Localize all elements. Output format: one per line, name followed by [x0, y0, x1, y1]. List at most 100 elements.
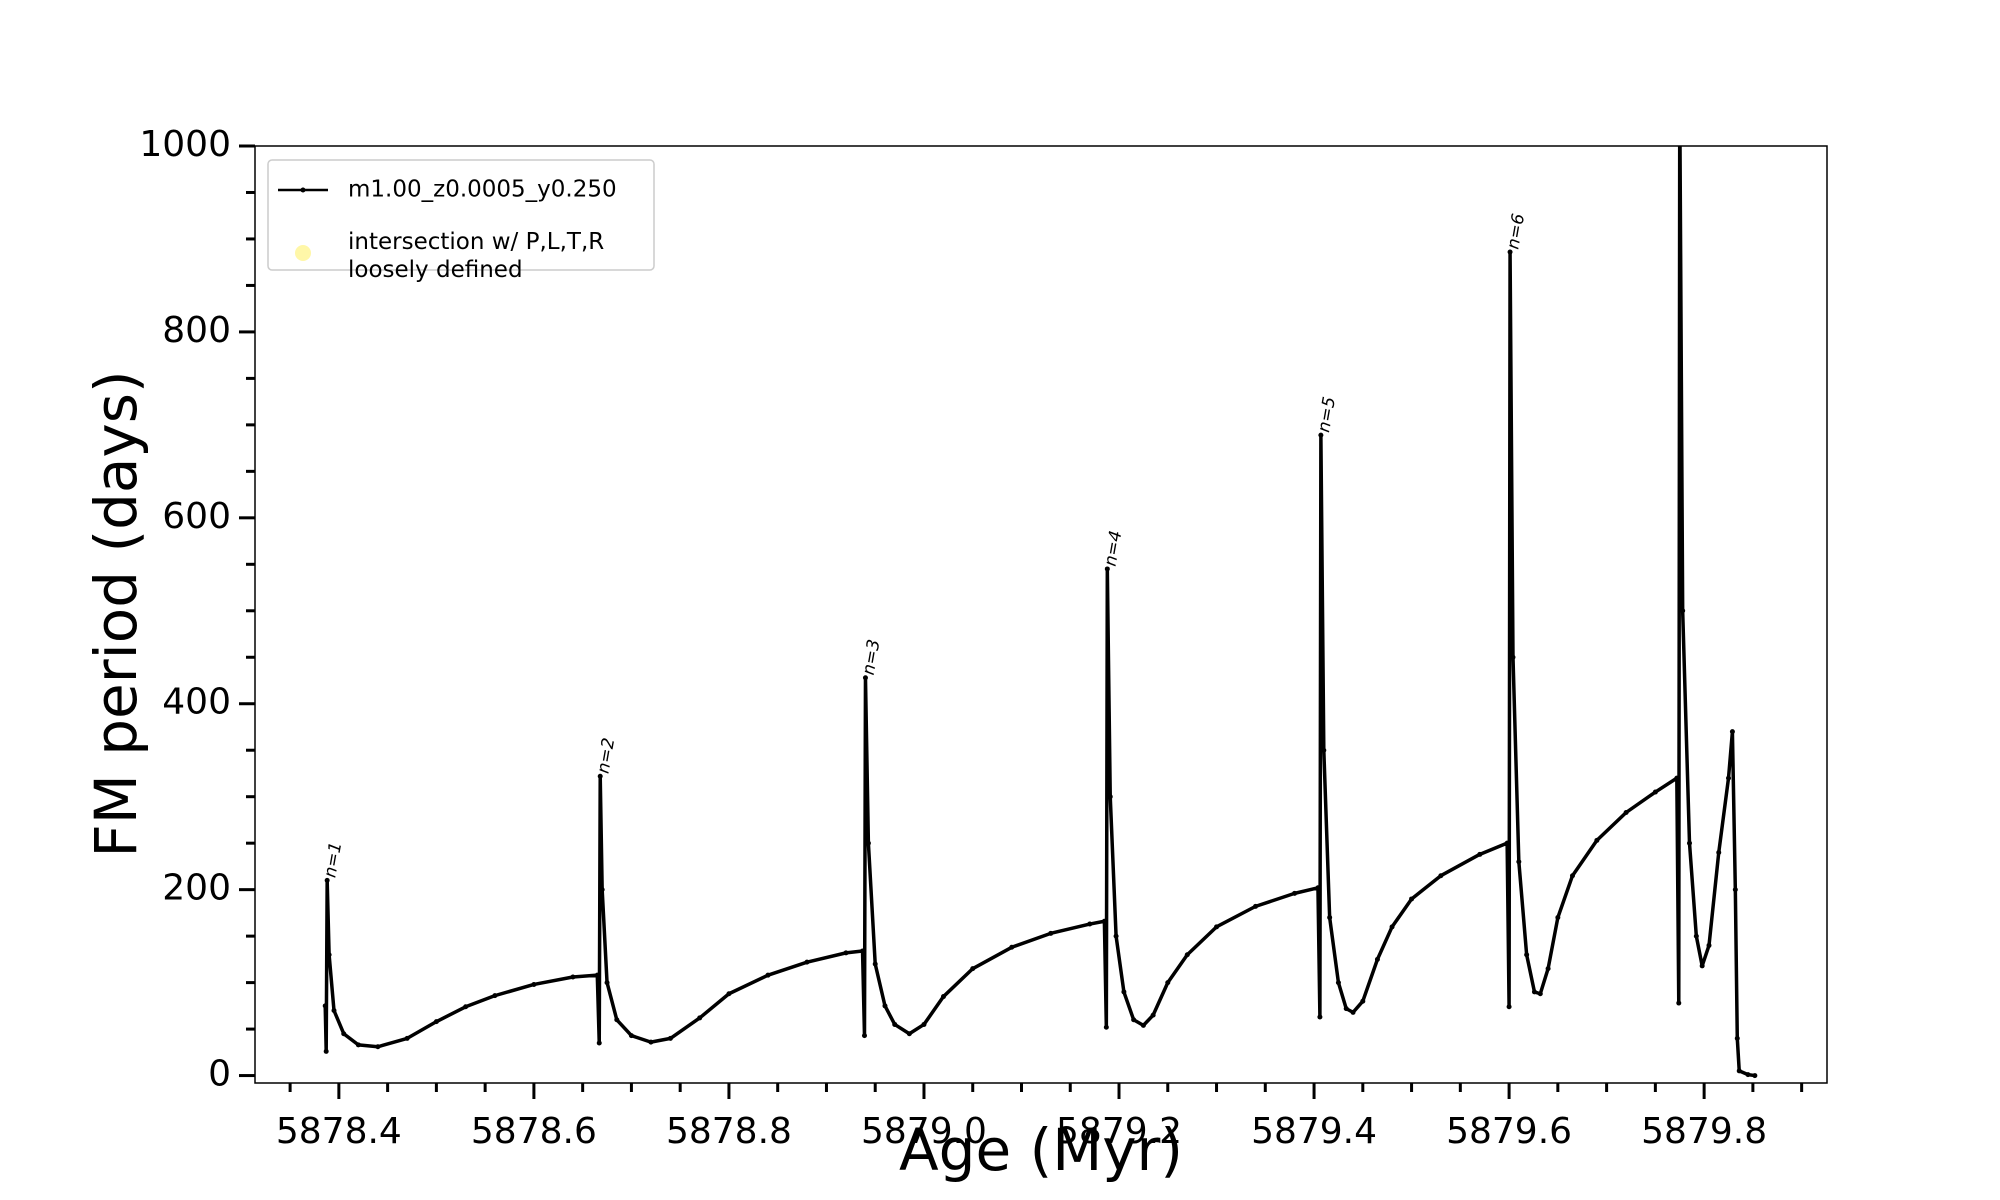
point	[1253, 903, 1259, 909]
point	[872, 961, 878, 967]
point	[1477, 851, 1483, 857]
point	[1686, 840, 1692, 846]
x-axis-label: Age (Myr)	[899, 1116, 1183, 1184]
legend-marker	[295, 245, 311, 261]
y-tick-label: 400	[162, 682, 231, 723]
point	[1569, 873, 1575, 879]
x-tick-label: 5878.6	[471, 1111, 597, 1152]
point	[1087, 921, 1093, 927]
point	[326, 952, 332, 958]
point	[970, 966, 976, 972]
x-tick-label: 5879.2	[1056, 1111, 1182, 1152]
annotation: n=3	[859, 638, 885, 677]
point	[1680, 608, 1686, 614]
point	[1507, 249, 1513, 255]
x-tick-label: 5879.6	[1446, 1111, 1572, 1152]
point	[1537, 991, 1543, 997]
y-tick-label: 200	[162, 868, 231, 909]
annotation: n=1	[320, 840, 346, 879]
point	[940, 994, 946, 1000]
point	[1734, 1035, 1740, 1041]
point	[1510, 654, 1516, 660]
plot-area	[322, 97, 1758, 1079]
point	[1140, 1022, 1146, 1028]
point	[726, 991, 732, 997]
point	[1409, 896, 1415, 902]
point	[463, 1004, 469, 1010]
point	[1292, 890, 1298, 896]
point	[1545, 966, 1551, 972]
point	[1729, 729, 1735, 735]
point	[1736, 1068, 1742, 1074]
point	[1165, 980, 1171, 986]
point	[596, 1040, 602, 1046]
point	[331, 1007, 337, 1013]
y-axis-label: FM period (days)	[82, 370, 150, 857]
point	[1350, 1009, 1356, 1015]
point	[882, 1003, 888, 1009]
point	[1745, 1072, 1751, 1078]
point	[1389, 924, 1395, 930]
point	[697, 1015, 703, 1021]
point	[1674, 775, 1680, 781]
point	[1113, 933, 1119, 939]
point	[1214, 924, 1220, 930]
point	[604, 980, 610, 986]
legend-box	[267, 159, 655, 271]
point	[1732, 887, 1738, 893]
point	[1321, 747, 1327, 753]
point	[1623, 809, 1629, 815]
point	[1327, 915, 1333, 921]
point	[1315, 885, 1321, 891]
x-tick-label: 5878.8	[666, 1111, 792, 1152]
point	[1318, 432, 1324, 438]
point	[1317, 1014, 1323, 1020]
point	[1121, 989, 1127, 995]
point	[906, 1031, 912, 1037]
x-tick-label: 5879.4	[1251, 1111, 1377, 1152]
point	[1504, 840, 1510, 846]
legend-marker	[300, 187, 306, 193]
point	[1150, 1012, 1156, 1018]
point	[323, 1048, 329, 1054]
point	[1524, 952, 1530, 958]
point	[1506, 1004, 1512, 1010]
point	[594, 972, 600, 978]
point	[1555, 915, 1561, 921]
point	[324, 877, 330, 883]
point	[1726, 775, 1732, 781]
point	[355, 1042, 361, 1048]
point	[628, 1033, 634, 1039]
axes: 5878.4 5878.6 5878.8 5879.0 5879.2 5879.4 5879…	[139, 124, 1804, 1152]
point	[1360, 998, 1366, 1004]
point	[1131, 1017, 1137, 1023]
y-tick-label: 600	[162, 496, 231, 537]
y-tick-label: 800	[162, 310, 231, 351]
legend-label: intersection w/ P,L,T,R loosely defined	[348, 229, 604, 283]
point	[1677, 97, 1682, 102]
point	[614, 1017, 620, 1023]
point	[1676, 1000, 1682, 1006]
annotation: n=4	[1101, 529, 1127, 568]
x-tick-label: 5879.8	[1641, 1111, 1767, 1152]
point	[1101, 918, 1107, 924]
point	[531, 981, 537, 987]
point	[1009, 944, 1015, 950]
point	[1594, 837, 1600, 843]
point	[861, 1033, 867, 1039]
point	[1716, 849, 1722, 855]
point	[1343, 1006, 1349, 1012]
point	[375, 1044, 381, 1050]
legend-label-line: loosely defined	[348, 257, 523, 283]
point	[341, 1031, 347, 1037]
point	[1531, 989, 1537, 995]
point	[1706, 942, 1712, 948]
point	[804, 959, 810, 965]
point	[1048, 930, 1054, 936]
x-tick-label: 5878.4	[276, 1111, 402, 1152]
annotation: n=6	[1503, 212, 1529, 251]
point	[1693, 933, 1699, 939]
point	[599, 887, 605, 893]
point	[1374, 956, 1380, 962]
